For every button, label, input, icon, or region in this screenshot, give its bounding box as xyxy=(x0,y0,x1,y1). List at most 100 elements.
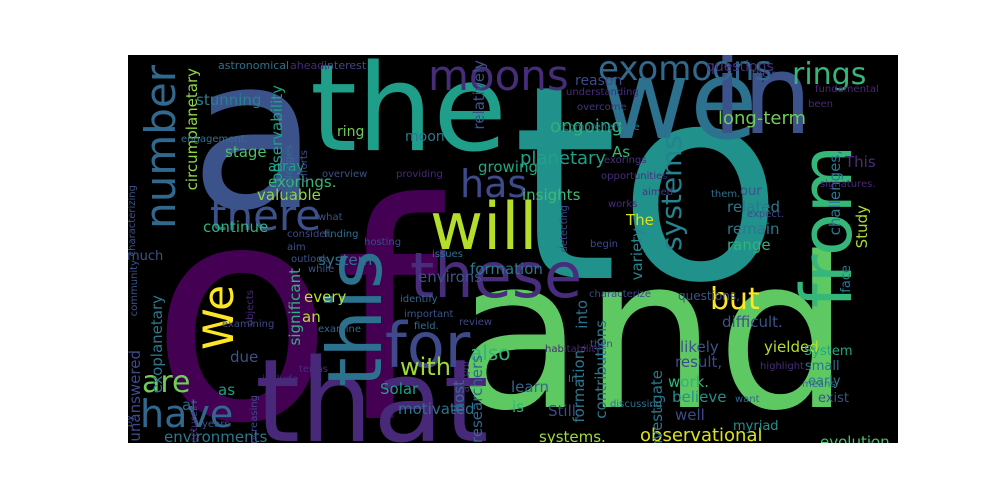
word-difficult: difficult. xyxy=(722,313,783,331)
word-as: as xyxy=(218,381,236,399)
word-study: Study xyxy=(853,205,871,249)
word-architectures: architectures xyxy=(189,406,200,443)
word-identify: identify xyxy=(400,294,438,305)
word-observational: observational xyxy=(640,425,763,444)
word-then: then xyxy=(590,339,613,350)
word-and-or: and/or xyxy=(461,360,472,393)
word-examining: examining xyxy=(222,319,275,330)
word-exist: exist xyxy=(818,391,849,406)
word-likely: likely xyxy=(680,338,719,356)
word-their: their xyxy=(752,69,776,80)
word-community: community xyxy=(129,260,140,317)
word-of: of xyxy=(150,140,440,444)
word-with: with xyxy=(400,353,451,381)
word-variety: variety xyxy=(628,228,646,281)
word-providing: providing xyxy=(396,169,443,180)
word-related: related xyxy=(727,198,781,216)
word-learn: learn xyxy=(511,378,549,396)
word-planetary: planetary xyxy=(520,148,607,169)
word-finding: finding xyxy=(324,229,359,240)
word-evolution: evolution, xyxy=(820,433,895,444)
word-ring: ring xyxy=(337,124,365,140)
word-significant: significant xyxy=(286,268,304,346)
word-characterizing: characterizing xyxy=(128,185,138,257)
word-signatures: signatures. xyxy=(820,179,876,190)
word-in: In xyxy=(568,374,578,385)
word-relatively: relatively xyxy=(470,60,488,130)
word-into: into xyxy=(573,300,591,329)
word-also: also xyxy=(470,341,511,365)
word-engagement: engagement. xyxy=(181,134,248,145)
word-review: review xyxy=(459,317,493,328)
word-are: are xyxy=(142,365,191,400)
word-challenges: challenges xyxy=(284,145,295,199)
word-cloud: of to a and the we in that this these will for from m… xyxy=(128,55,898,443)
word-is: is xyxy=(512,398,524,416)
word-these: these xyxy=(410,239,583,312)
word-long-term: long-term xyxy=(718,108,807,129)
word-for: for xyxy=(385,309,471,382)
word-expect: expect. xyxy=(747,209,784,220)
word-much: much xyxy=(128,249,164,264)
word-field: field. xyxy=(414,321,439,332)
word-and: and xyxy=(455,212,851,443)
word-overview: overview xyxy=(322,169,368,180)
word-exorings: exorings xyxy=(604,155,647,166)
word-observability: observability xyxy=(268,85,286,182)
word-opportunities: opportunities xyxy=(601,171,668,182)
word-by: by xyxy=(128,415,135,428)
word-face: face xyxy=(839,265,854,293)
word-number: number xyxy=(136,65,185,229)
word-works: works xyxy=(608,199,638,210)
word-moon: moon xyxy=(405,129,445,145)
word-ongoing: ongoing xyxy=(550,116,623,137)
word-valuable: valuable xyxy=(257,186,321,204)
word-stability-viability-composition: stability, viability, composition, xyxy=(861,440,875,443)
word-circumplanetary: circumplanetary xyxy=(183,68,201,191)
word-the: The xyxy=(626,211,654,229)
word-early: early xyxy=(808,374,841,389)
word-myriad: myriad xyxy=(733,419,779,434)
word-environments: environments xyxy=(164,428,268,444)
word-reason: reason xyxy=(575,73,623,89)
word-formation: formation xyxy=(470,260,543,278)
word-our: our xyxy=(740,184,762,199)
word-we: We xyxy=(194,285,243,350)
word-while: while xyxy=(308,264,335,275)
word-at: at xyxy=(182,396,198,414)
word-increasing: increasing xyxy=(249,395,260,443)
word-but: but xyxy=(710,282,760,317)
word-has: has xyxy=(460,162,528,206)
word-understanding: understanding xyxy=(566,87,639,98)
word-aimed: aimed xyxy=(642,187,674,198)
word-challenges: challenges, xyxy=(826,150,844,236)
word-hosting: hosting xyxy=(364,237,402,248)
word-characterize: characterize xyxy=(589,289,652,300)
word-insights: insights xyxy=(522,186,581,204)
word-system: System xyxy=(804,344,853,359)
word-means: means xyxy=(802,379,836,390)
word-interest: interest xyxy=(324,59,367,72)
word-range: range xyxy=(727,236,771,254)
word-have: have xyxy=(140,392,234,436)
word-motivated: motivated xyxy=(398,400,475,418)
word-include: include xyxy=(262,374,299,385)
word-overcome: overcome xyxy=(577,102,627,113)
word-contributions: contributions xyxy=(592,320,610,419)
word-consider: consider, xyxy=(287,229,333,240)
word-rings: rings xyxy=(792,57,867,92)
word-exoplanetary: exoplanetary xyxy=(148,295,166,394)
word-we: we xyxy=(600,55,758,164)
word-issues: issues xyxy=(432,249,463,260)
word-begin: begin xyxy=(590,239,618,250)
word-unanswered: unanswered xyxy=(128,350,144,442)
word-system: system xyxy=(318,251,373,269)
word-environs: environs xyxy=(418,268,483,286)
word-efforts: efforts xyxy=(299,150,310,183)
word-exorings: exorings. xyxy=(268,173,337,191)
word-to: to xyxy=(512,55,784,342)
word-exomoons: exomoons xyxy=(598,55,773,89)
word-stage: stage xyxy=(225,143,267,161)
word-been: been xyxy=(808,99,833,110)
word-result: result, xyxy=(675,353,723,371)
